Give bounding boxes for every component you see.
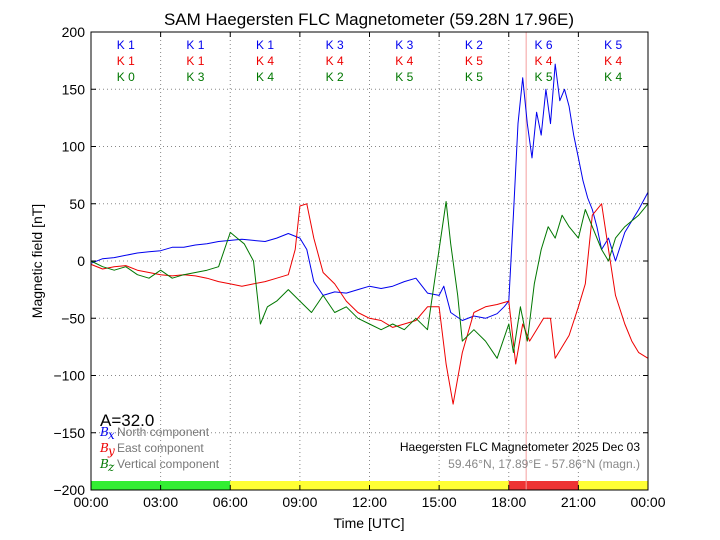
x-tick-label: 09:00 <box>282 494 317 510</box>
y-tick-label: −50 <box>61 310 85 326</box>
k-index-bz-0: K 0 <box>117 70 135 84</box>
k-index-bz-5: K 5 <box>465 70 483 84</box>
k-index-bx-0: K 1 <box>117 38 135 52</box>
series-line-z <box>90 201 649 359</box>
k-index-table: K 1 K 1 K 1 K 3 K 3 K 2 K 6 K 5 K 1 K 1 K 4 K 4 K 4 K… <box>117 38 623 84</box>
k-index-by-1: K 1 <box>186 54 204 68</box>
x-tick-label: 00:00 <box>73 494 108 510</box>
k-index-bx-2: K 1 <box>256 38 274 52</box>
station-info-line: Haegersten FLC Magnetometer 2025 Dec 03 <box>400 440 640 454</box>
legend-label-z: Vertical component <box>117 457 220 471</box>
y-tick-label: −150 <box>53 425 85 441</box>
legend-subscript-y: y <box>107 444 115 458</box>
y-axis-title: Magnetic field [nT] <box>29 204 45 318</box>
series-line-x <box>90 63 649 321</box>
activity-segment <box>508 481 579 490</box>
k-index-bx-5: K 2 <box>465 38 483 52</box>
k-index-bx-7: K 5 <box>604 38 622 52</box>
k-index-bx-1: K 1 <box>186 38 204 52</box>
k-index-by-4: K 4 <box>395 54 413 68</box>
series-lines <box>90 63 649 405</box>
station-coordinates: 59.46°N, 17.89°E - 57.86°N (magn.) <box>448 457 640 471</box>
series-line-y <box>90 203 649 405</box>
k-index-bz-7: K 4 <box>604 70 622 84</box>
a-index-label: A=32.0 <box>100 411 154 430</box>
x-tick-label: 03:00 <box>143 494 178 510</box>
k-index-bx-6: K 6 <box>535 38 553 52</box>
x-tick-label: 21:00 <box>561 494 596 510</box>
legend-symbol-z: B <box>99 457 109 471</box>
y-tick-label: 50 <box>69 196 85 212</box>
k-index-bz-6: K 5 <box>535 70 553 84</box>
k-index-bx-4: K 3 <box>395 38 413 52</box>
legend-subscript-z: z <box>107 460 115 474</box>
legend-symbol-y: B <box>99 441 109 455</box>
legend-subscript-x: x <box>108 428 115 442</box>
y-tick-label: 150 <box>62 81 86 97</box>
k-index-bz-3: K 2 <box>326 70 344 84</box>
y-tick-label: 100 <box>62 139 86 155</box>
x-tick-label: 15:00 <box>422 494 457 510</box>
legend-symbol-x: B <box>99 425 109 439</box>
k-index-by-5: K 5 <box>465 54 483 68</box>
y-tick-label: 200 <box>62 24 86 40</box>
k-index-by-7: K 4 <box>604 54 622 68</box>
k-index-by-0: K 1 <box>117 54 135 68</box>
chart-title: SAM Haegersten FLC Magnetometer (59.28N … <box>164 10 574 29</box>
grid-lines <box>91 32 648 490</box>
k-index-bz-4: K 5 <box>395 70 413 84</box>
k-index-by-3: K 4 <box>326 54 344 68</box>
k-index-bz-2: K 4 <box>256 70 274 84</box>
x-axis-ticks: 00:00 03:00 06:00 09:00 12:00 15:00 18:00 21:00… <box>73 32 666 510</box>
k-index-bz-1: K 3 <box>186 70 204 84</box>
x-tick-label: 12:00 <box>352 494 387 510</box>
y-tick-label: 0 <box>77 253 85 269</box>
x-tick-label: 06:00 <box>213 494 248 510</box>
legend-label-x: North component <box>117 425 210 439</box>
y-tick-label: −100 <box>53 368 85 384</box>
k-index-by-2: K 4 <box>256 54 274 68</box>
legend-label-y: East component <box>117 441 204 455</box>
x-tick-label: 18:00 <box>491 494 526 510</box>
x-axis-title: Time [UTC] <box>333 515 404 531</box>
x-tick-label: 00:00 <box>630 494 665 510</box>
activity-segment <box>578 481 648 490</box>
k-index-bx-3: K 3 <box>326 38 344 52</box>
k-index-by-6: K 4 <box>535 54 553 68</box>
y-axis-ticks: −200 −150 −100 −50 0 50 100 150 200 <box>53 24 648 498</box>
y-tick-label: −200 <box>53 482 85 498</box>
